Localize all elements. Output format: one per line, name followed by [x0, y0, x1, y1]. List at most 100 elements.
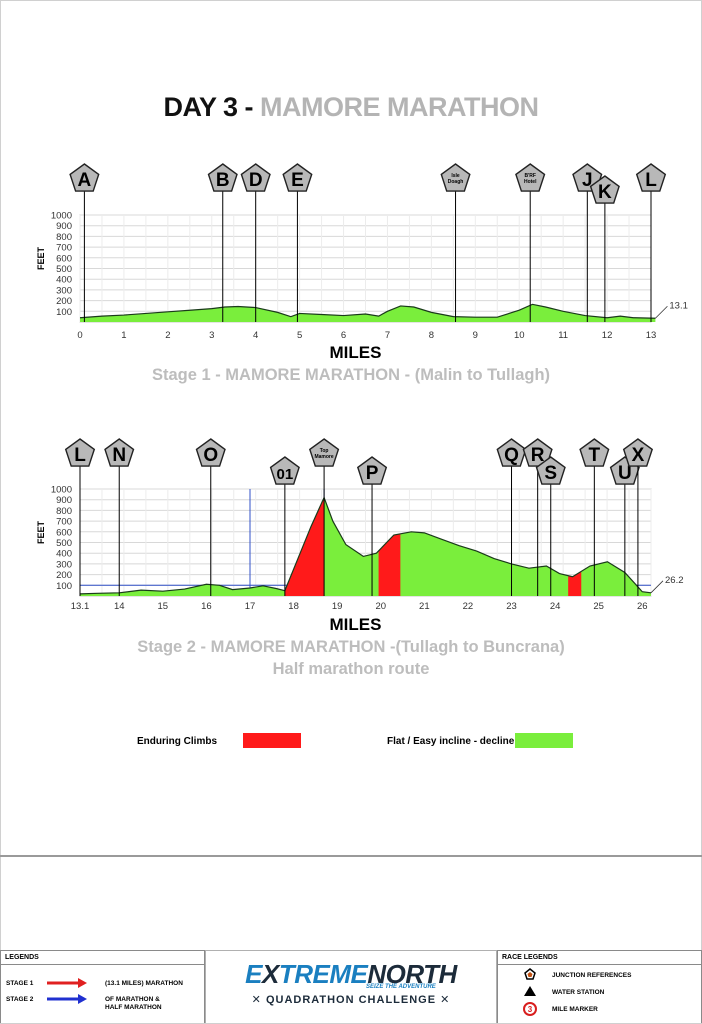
x-tick-label: 2 [165, 330, 170, 341]
x-tick-label: 7 [385, 330, 390, 341]
footer: LEGENDS STAGE 1 (13.1 MILES) MARATHON ST… [0, 950, 702, 1024]
y-tick-label: 100 [56, 307, 72, 318]
y-axis-title: FEET [36, 247, 46, 271]
y-tick-label: 400 [56, 275, 72, 286]
mile-marker-label: MILE MARKER [552, 1006, 598, 1013]
logo-box: EXTREMENORTH SEIZE THE ADVENTURE ✕ QUADR… [205, 950, 497, 1023]
junction-marker [356, 456, 388, 485]
water-station-icon [524, 986, 536, 996]
stage2-label: STAGE 2 [6, 996, 34, 1003]
junction-marker [515, 163, 546, 192]
elevation-line [79, 495, 652, 595]
x-tick-label: 18 [288, 601, 299, 612]
junction-label: Q [504, 445, 519, 466]
x-tick-label: 1 [121, 330, 126, 341]
junction-label: B'RF [524, 173, 535, 179]
y-tick-label: 600 [56, 253, 72, 264]
mile-marker-icon: 3 [523, 1002, 537, 1016]
junction-marker [207, 163, 238, 192]
y-tick-label: 500 [56, 538, 72, 549]
x-tick-label: 16 [201, 601, 212, 612]
y-tick-label: 900 [56, 495, 72, 506]
y-tick-label: 800 [56, 232, 72, 243]
junction-marker [69, 163, 100, 192]
y-tick-label: 300 [56, 559, 72, 570]
x-tick-label: 8 [429, 330, 434, 341]
x-tick-label: 9 [473, 330, 478, 341]
junction-marker [589, 175, 620, 204]
junction-label: Mamore [314, 454, 333, 460]
junction-label: J [582, 170, 593, 191]
stage2-arrow-icon [47, 994, 87, 1004]
junction-label: A [78, 170, 92, 191]
junction-marker [195, 438, 226, 467]
junction-label: K [598, 182, 612, 203]
elevation-area [80, 497, 651, 596]
x-tick-label: 21 [419, 601, 430, 612]
junction-icon [524, 968, 536, 980]
extreme-north-logo: EXTREMENORTH [245, 959, 457, 989]
x-tick-label: 23 [506, 601, 517, 612]
elevation-area [80, 304, 656, 322]
junction-label: D [249, 170, 263, 191]
junction-marker [269, 456, 300, 485]
junction-label: R [531, 445, 545, 466]
junction-label: Doagh [448, 179, 464, 185]
junction-label: X [632, 445, 645, 466]
stage2-description-line2: HALF MARATHON [105, 1004, 162, 1011]
legend-flat-swatch [515, 733, 573, 748]
x-tick-label: 26 [637, 601, 648, 612]
legend-flat-label: Flat / Easy incline - decline [387, 736, 515, 747]
logo-subtitle: ✕ QUADRATHON CHALLENGE ✕ [251, 994, 451, 1006]
x-axis-title: MILES [330, 615, 382, 634]
footer-divider [0, 855, 702, 857]
junction-marker [64, 438, 96, 467]
junction-marker [240, 163, 271, 192]
water-station-label: WATER STATION [552, 989, 605, 996]
junction-label: T [589, 445, 601, 466]
end-label-leader [650, 580, 664, 594]
x-tick-label: 25 [593, 601, 604, 612]
stage2-caption: Stage 2 - MAMORE MARATHON -(Tullagh to B… [137, 638, 565, 656]
junction-label: O [203, 445, 218, 466]
climb-segment [568, 571, 582, 596]
x-tick-label: 17 [245, 601, 256, 612]
y-tick-label: 700 [56, 517, 72, 528]
junction-marker [104, 438, 135, 467]
x-tick-label: 20 [375, 601, 386, 612]
x-tick-label: 24 [550, 601, 561, 612]
junction-label: L [74, 445, 86, 466]
end-distance-label: 26.2 [665, 575, 684, 586]
stage1-label: STAGE 1 [6, 980, 34, 987]
page-title: DAY 3 - MAMORE MARATHON [0, 92, 702, 123]
junction-label: N [112, 445, 126, 466]
junction-label: Top [320, 448, 329, 454]
y-tick-label: 600 [56, 527, 72, 538]
legends-heading: LEGENDS [5, 954, 39, 961]
junction-marker [282, 163, 313, 192]
junction-marker [635, 163, 667, 192]
x-tick-label: 11 [558, 330, 568, 341]
x-tick-label: 22 [463, 601, 474, 612]
junction-label: S [544, 463, 557, 484]
logo-tagline: SEIZE THE ADVENTURE [366, 984, 436, 990]
junction-marker [496, 438, 527, 467]
title-main: MAMORE MARATHON [260, 92, 539, 122]
x-tick-label: 6 [341, 330, 346, 341]
climb-segment [378, 533, 401, 596]
race-legends-heading: RACE LEGENDS [502, 954, 558, 961]
junction-marker [535, 456, 566, 485]
x-tick-label: 3 [209, 330, 214, 341]
x-tick-label: 14 [114, 601, 125, 612]
junction-marker [622, 438, 654, 467]
stage2-description-line1: OF MARATHON & [105, 996, 160, 1003]
y-tick-label: 200 [56, 570, 72, 581]
stage1-description: (13.1 MILES) MARATHON [105, 980, 183, 987]
junction-label: Hotel [524, 179, 537, 185]
stage1-arrow-icon [47, 978, 87, 988]
x-axis-title: MILES [330, 343, 382, 362]
legend-climbs-label: Enduring Climbs [137, 736, 217, 747]
x-tick-label: 10 [514, 330, 525, 341]
